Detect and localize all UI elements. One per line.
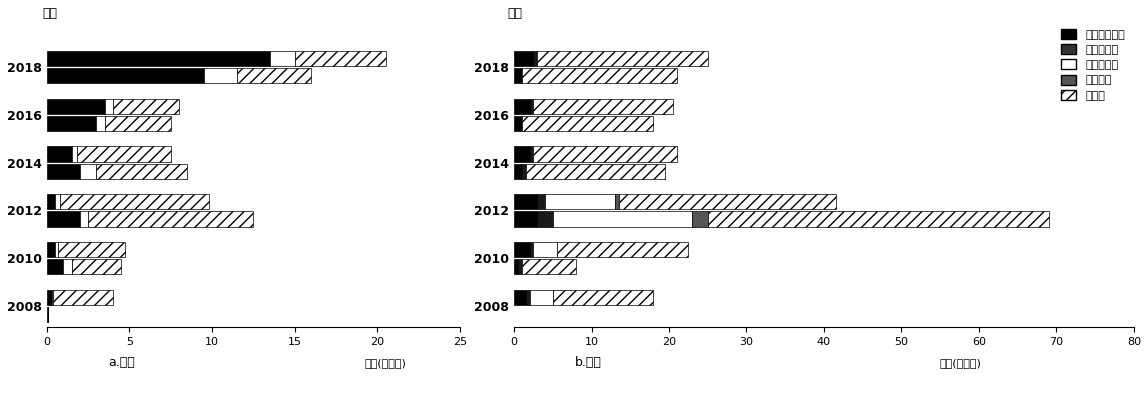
Bar [521,259,576,274]
Bar [55,194,60,209]
Bar [47,307,48,322]
Bar [54,290,113,305]
Text: b.出口: b.出口 [575,356,602,369]
Text: 年份: 年份 [507,7,522,20]
Bar [692,211,708,227]
Bar [77,146,171,162]
Bar [514,51,534,66]
Bar [47,290,52,305]
Bar [96,116,104,131]
Bar [529,99,534,114]
Bar [104,116,171,131]
Bar [63,259,71,274]
Bar [514,242,529,257]
Bar [47,51,270,66]
Bar [204,68,236,83]
Bar [514,164,521,179]
Bar [534,99,673,114]
Bar [526,164,665,179]
Bar [529,146,534,162]
Bar [514,116,521,131]
Bar [521,116,653,131]
Bar [526,290,529,305]
Bar [514,68,521,83]
Bar [59,242,124,257]
Bar [47,194,55,209]
Bar [529,242,534,257]
Bar [514,290,526,305]
Bar [52,290,54,305]
Bar [514,194,537,209]
Bar [529,290,552,305]
Text: 总额(亿英元): 总额(亿英元) [365,358,406,368]
Bar [47,242,55,257]
Bar [236,68,311,83]
Bar [88,211,254,227]
Text: 年份: 年份 [42,7,57,20]
Bar [521,164,526,179]
Bar [80,164,96,179]
Bar [537,51,708,66]
Bar [47,146,71,162]
Bar [552,211,692,227]
Bar [96,164,187,179]
Bar [47,116,96,131]
Bar [514,259,518,274]
Bar [113,99,179,114]
Bar [55,242,59,257]
Bar [537,194,545,209]
Bar [80,211,88,227]
Bar [270,51,295,66]
Bar [60,194,209,209]
Bar [47,211,80,227]
Legend: 矿物质稀土类, 稀土金属类, 混合稀土类, 锃合金类, 磁铁类: 矿物质稀土类, 稀土金属类, 混合稀土类, 锃合金类, 磁铁类 [1057,26,1128,104]
Bar [708,211,1049,227]
Bar [47,99,104,114]
Bar [295,51,386,66]
Bar [47,68,204,83]
Bar [537,211,552,227]
Bar [534,51,537,66]
Bar [71,259,122,274]
Bar [521,68,677,83]
Bar [104,99,113,114]
Bar [534,242,557,257]
Bar [518,259,521,274]
Text: 总额(亿英元): 总额(亿英元) [939,358,982,368]
Bar [614,194,619,209]
Bar [47,259,63,274]
Bar [619,194,836,209]
Bar [514,99,529,114]
Bar [552,290,653,305]
Bar [514,211,537,227]
Bar [71,146,77,162]
Text: a.进口: a.进口 [108,356,134,369]
Bar [557,242,689,257]
Bar [514,146,529,162]
Bar [534,146,677,162]
Bar [47,164,80,179]
Bar [545,194,614,209]
